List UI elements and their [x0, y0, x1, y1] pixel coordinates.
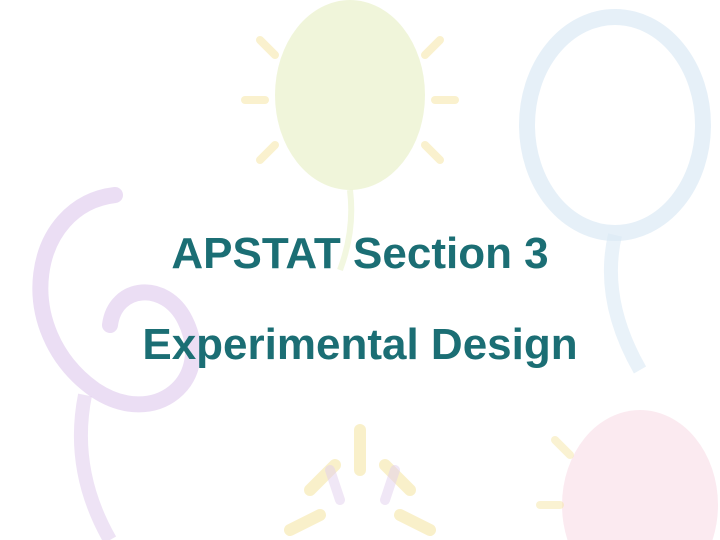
slide-content: APSTAT Section 3 Experimental Design: [0, 0, 720, 540]
slide-title-line2: Experimental Design: [142, 320, 577, 371]
slide-title-line1: APSTAT Section 3: [171, 229, 548, 280]
